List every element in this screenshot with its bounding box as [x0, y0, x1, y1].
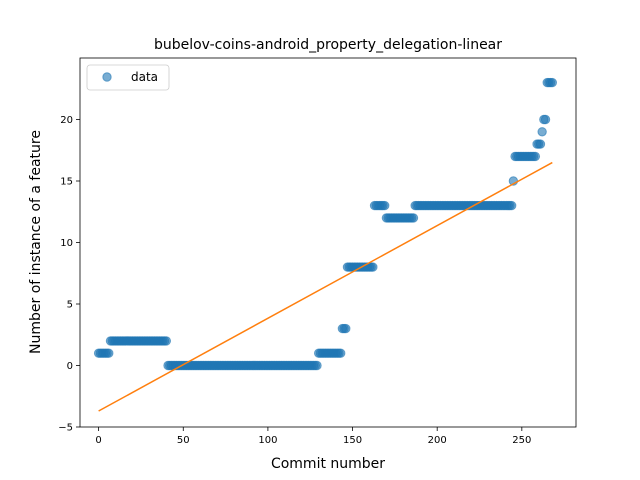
chart-title: bubelov-coins-android_property_delegatio… — [154, 37, 502, 53]
x-tick-label-250: 250 — [512, 435, 531, 446]
data-point-6 — [104, 348, 114, 358]
y-tick-label-10: 10 — [60, 238, 73, 249]
y-tick-label-15: 15 — [60, 177, 73, 188]
data-point-258 — [530, 151, 541, 162]
x-axis-ticks: 0 50 100 150 200 250 — [95, 427, 531, 446]
data-point-186 — [408, 213, 419, 223]
x-axis-label: Commit number — [271, 456, 385, 472]
y-axis-ticks: −5 0 5 10 15 20 — [58, 115, 80, 434]
x-tick-label-50: 50 — [177, 435, 190, 446]
data-point-264 — [540, 114, 551, 125]
data-point-162 — [368, 262, 378, 272]
legend-box — [86, 64, 170, 91]
data-point-268 — [547, 77, 557, 88]
y-axis-label: Number of instance of a feature — [28, 130, 44, 354]
legend-label-data: data — [131, 70, 158, 84]
data-point-262 — [537, 127, 547, 137]
plot-frame — [80, 58, 576, 427]
y-tick-label--5: −5 — [58, 423, 73, 434]
data-point-244 — [506, 200, 517, 211]
x-tick-label-100: 100 — [258, 435, 277, 446]
data-point-146 — [341, 323, 351, 334]
plot-area — [79, 57, 577, 428]
y-tick-label-20: 20 — [60, 115, 73, 126]
x-tick-label-0: 0 — [95, 435, 101, 446]
data-point-261 — [535, 139, 546, 149]
data-point-129 — [312, 360, 322, 371]
x-tick-label-150: 150 — [343, 435, 362, 446]
data-point-169 — [380, 200, 390, 211]
legend: data — [86, 64, 170, 91]
data-point-40 — [161, 336, 172, 346]
x-tick-label-200: 200 — [428, 435, 447, 446]
legend-marker-data — [102, 72, 112, 82]
fit-line-layer — [98, 161, 553, 412]
y-tick-label-5: 5 — [67, 300, 73, 311]
fit-line — [98, 161, 553, 412]
y-tick-label-0: 0 — [67, 361, 73, 372]
data-point-143 — [336, 348, 346, 358]
